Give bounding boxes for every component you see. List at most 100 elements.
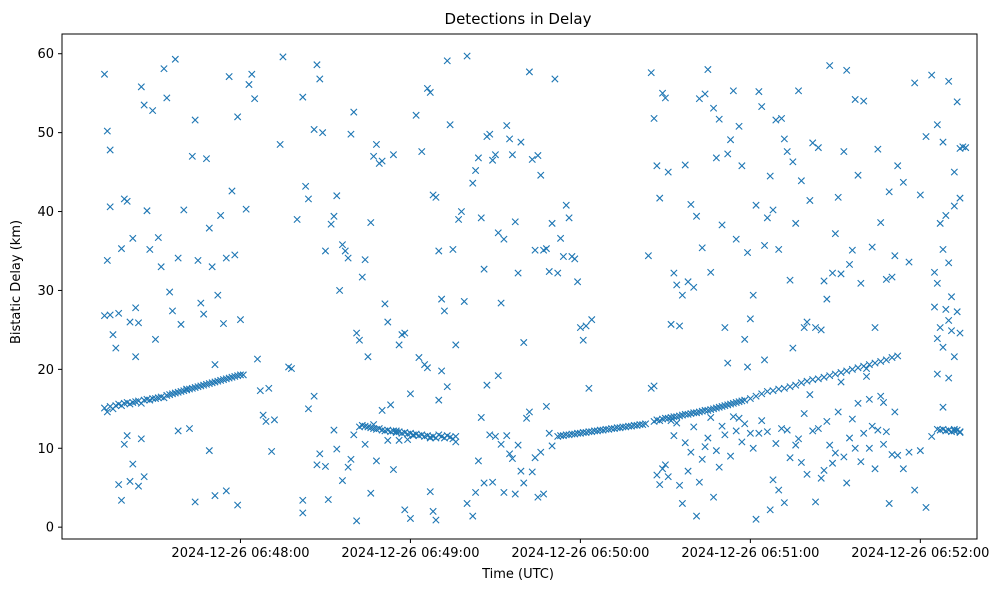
data-point-clutter bbox=[353, 329, 361, 337]
data-point-clutter bbox=[367, 218, 375, 227]
data-point-clutter bbox=[746, 429, 754, 437]
data-point-clutter bbox=[820, 277, 828, 285]
data-point-clutter bbox=[100, 70, 109, 78]
data-point-track_4 bbox=[661, 414, 669, 422]
data-point-clutter bbox=[877, 218, 885, 227]
data-point-clutter bbox=[806, 391, 814, 399]
x-tick-label: 2024-12-26 06:51:00 bbox=[681, 546, 819, 561]
data-point-clutter bbox=[378, 157, 386, 165]
data-point-clutter bbox=[806, 196, 814, 205]
data-point-clutter bbox=[259, 411, 267, 419]
data-point-clutter bbox=[653, 162, 661, 170]
data-point-clutter bbox=[248, 70, 256, 78]
data-point-clutter bbox=[432, 516, 440, 524]
data-point-clutter bbox=[953, 98, 961, 106]
data-point-clutter bbox=[704, 65, 712, 74]
data-point-clutter bbox=[299, 93, 307, 101]
data-point-clutter bbox=[344, 463, 352, 471]
y-tick-label: 30 bbox=[37, 284, 54, 299]
data-point-clutter bbox=[670, 269, 678, 277]
data-point-clutter bbox=[100, 312, 109, 320]
data-point-clutter bbox=[797, 177, 805, 185]
data-point-clutter bbox=[534, 151, 542, 160]
data-point-track_4 bbox=[871, 359, 879, 367]
data-point-clutter bbox=[828, 269, 837, 277]
data-point-clutter bbox=[270, 416, 279, 424]
data-point-clutter bbox=[809, 139, 817, 147]
data-point-clutter bbox=[106, 311, 114, 319]
data-point-clutter bbox=[491, 151, 500, 159]
data-point-clutter bbox=[389, 465, 398, 474]
data-point-clutter bbox=[854, 399, 862, 407]
data-point-clutter bbox=[205, 447, 213, 455]
data-point-clutter bbox=[885, 499, 893, 508]
data-point-clutter bbox=[573, 278, 582, 286]
data-point-clutter bbox=[871, 465, 879, 473]
data-point-clutter bbox=[384, 436, 392, 444]
data-point-clutter bbox=[650, 382, 658, 390]
data-point-clutter bbox=[520, 338, 528, 347]
data-point-clutter bbox=[109, 331, 117, 339]
data-point-clutter bbox=[222, 487, 230, 495]
data-point-clutter bbox=[350, 431, 358, 439]
data-point-clutter bbox=[137, 83, 145, 91]
data-point-clutter bbox=[106, 203, 114, 211]
data-point-track_1 bbox=[149, 394, 157, 403]
data-point-clutter bbox=[537, 448, 545, 456]
data-point-clutter bbox=[933, 121, 941, 129]
data-point-track_4 bbox=[746, 394, 754, 403]
data-point-clutter bbox=[939, 138, 947, 146]
data-point-clutter bbox=[678, 499, 686, 508]
data-point-clutter bbox=[644, 252, 652, 260]
data-point-clutter bbox=[828, 459, 837, 467]
data-point-clutter bbox=[698, 244, 706, 252]
data-point-clutter bbox=[174, 427, 182, 435]
data-point-clutter bbox=[129, 234, 137, 242]
data-point-track_4 bbox=[763, 387, 771, 396]
data-point-clutter bbox=[531, 246, 539, 254]
data-point-clutter bbox=[729, 87, 737, 95]
data-point-clutter bbox=[469, 179, 477, 187]
data-point-track_4 bbox=[831, 370, 839, 378]
data-point-clutter bbox=[899, 465, 907, 473]
data-point-clutter bbox=[695, 95, 703, 103]
data-point-clutter bbox=[463, 52, 471, 60]
data-point-track_3 bbox=[585, 428, 593, 436]
data-point-clutter bbox=[874, 426, 882, 434]
data-point-clutter bbox=[928, 71, 936, 79]
data-point-clutter bbox=[752, 201, 760, 209]
data-point-clutter bbox=[211, 361, 219, 369]
y-axis-ticks: 0 10 20 30 40 50 60 bbox=[37, 47, 62, 536]
data-point-clutter bbox=[367, 489, 375, 497]
data-point-clutter bbox=[741, 335, 749, 343]
data-point-clutter bbox=[658, 89, 667, 97]
data-point-clutter bbox=[950, 425, 958, 433]
data-point-clutter bbox=[783, 426, 791, 434]
data-point-clutter bbox=[922, 503, 930, 512]
data-point-clutter bbox=[395, 436, 403, 444]
data-point-clutter bbox=[871, 323, 879, 332]
data-point-clutter bbox=[304, 405, 313, 413]
data-point-clutter bbox=[548, 219, 556, 227]
data-point-clutter bbox=[514, 269, 522, 277]
data-point-track_3 bbox=[602, 425, 610, 433]
data-point-clutter bbox=[922, 132, 930, 141]
data-point-clutter bbox=[355, 423, 364, 431]
data-point-clutter bbox=[517, 467, 525, 475]
data-point-clutter bbox=[103, 127, 111, 135]
data-point-clutter bbox=[687, 448, 695, 456]
data-point-track_4 bbox=[809, 376, 817, 384]
data-point-clutter bbox=[120, 440, 128, 448]
data-point-clutter bbox=[486, 130, 494, 138]
data-point-clutter bbox=[500, 488, 508, 497]
data-point-clutter bbox=[726, 136, 735, 144]
data-point-clutter bbox=[786, 276, 794, 284]
data-point-clutter bbox=[882, 428, 890, 436]
data-point-clutter bbox=[353, 517, 361, 525]
y-tick-label: 0 bbox=[46, 521, 54, 536]
data-point-clutter bbox=[333, 192, 341, 200]
data-point-track_2 bbox=[452, 432, 460, 441]
data-point-clutter bbox=[905, 448, 913, 456]
data-point-clutter bbox=[792, 441, 800, 449]
